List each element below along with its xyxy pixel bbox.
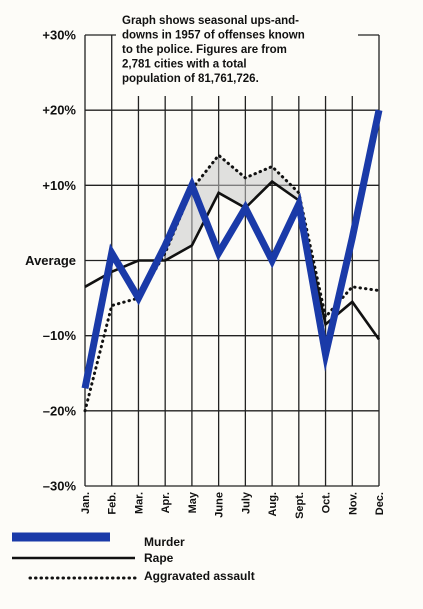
series-line-murder — [81, 109, 383, 389]
annotation-line: 2,781 cities with a total — [122, 59, 247, 71]
x-tick-label: Apr. — [160, 492, 172, 513]
grid — [84, 34, 380, 487]
x-axis: Jan. Feb. Mar. Apr. May June July Aug. Sept. Oct.… — [80, 491, 386, 519]
data-point-rape — [351, 301, 353, 303]
data-point-murder — [164, 245, 166, 247]
x-tick-label: July — [240, 491, 252, 514]
x-tick-label: Aug. — [267, 492, 279, 516]
data-point-aggravated-assault — [298, 192, 300, 194]
series-lines — [81, 109, 383, 413]
y-axis: +30% +20% +10% Average –10% –20% –30% — [25, 28, 76, 494]
data-point-rape — [325, 324, 327, 326]
y-tick-label: –20% — [43, 403, 77, 418]
annotation-line: to the police. Figures are from — [122, 44, 287, 56]
data-point-murder — [138, 297, 140, 299]
y-tick-label: –10% — [43, 328, 77, 343]
data-point-rape — [84, 286, 86, 288]
data-point-rape — [191, 245, 193, 247]
data-point-murder — [245, 207, 247, 209]
data-point-rape — [218, 192, 220, 194]
shaded-band — [165, 155, 299, 261]
data-point-aggravated-assault — [84, 410, 86, 412]
data-point-aggravated-assault — [351, 286, 353, 288]
data-point-aggravated-assault — [111, 305, 113, 307]
y-tick-label: Average — [25, 253, 76, 268]
x-tick-label: June — [214, 492, 226, 518]
data-point-murder — [351, 237, 353, 239]
data-point-murder — [111, 252, 113, 254]
data-point-murder — [191, 185, 193, 187]
x-tick-label: Dec. — [374, 492, 386, 515]
annotation-background — [116, 10, 358, 96]
data-point-aggravated-assault — [218, 154, 220, 156]
data-point-rape — [164, 260, 166, 262]
annotation-line: Graph shows seasonal ups-and- — [122, 15, 299, 27]
x-tick-label: Jan. — [80, 492, 92, 514]
data-point-murder — [298, 203, 300, 205]
data-point-rape — [378, 339, 380, 341]
data-point-murder — [271, 260, 273, 262]
data-point-murder — [84, 387, 86, 389]
annotation-line: population of 81,761,726. — [122, 73, 259, 85]
legend-label-rape: Rape — [144, 551, 174, 565]
data-point-aggravated-assault — [271, 166, 273, 168]
y-tick-label: +20% — [42, 103, 76, 118]
data-point-murder — [325, 354, 327, 356]
data-point-murder — [378, 109, 380, 111]
data-point-rape — [271, 181, 273, 183]
x-tick-label: Mar. — [133, 492, 145, 514]
data-point-aggravated-assault — [245, 177, 247, 179]
y-tick-label: –30% — [43, 479, 77, 494]
chart-annotation: Graph shows seasonal ups-and-downs in 19… — [116, 10, 358, 96]
y-tick-label: +10% — [42, 178, 76, 193]
series-line-aggravated-assault — [83, 153, 381, 413]
legend-label-murder: Murder — [144, 535, 185, 549]
x-tick-label: Nov. — [347, 492, 359, 515]
x-tick-label: Oct. — [321, 492, 333, 513]
data-point-aggravated-assault — [378, 290, 380, 292]
x-tick-label: May — [187, 491, 199, 513]
x-tick-label: Sept. — [294, 492, 306, 519]
y-tick-label: +30% — [42, 28, 76, 43]
x-tick-label: Feb. — [107, 492, 119, 515]
data-point-murder — [218, 252, 220, 254]
annotation-line: downs in 1957 of offenses known — [122, 30, 305, 42]
legend: Murder Rape Aggravated assault — [12, 532, 255, 583]
legend-label-aggravated-assault: Aggravated assault — [144, 569, 255, 583]
data-point-aggravated-assault — [325, 316, 327, 318]
data-point-rape — [138, 260, 140, 262]
